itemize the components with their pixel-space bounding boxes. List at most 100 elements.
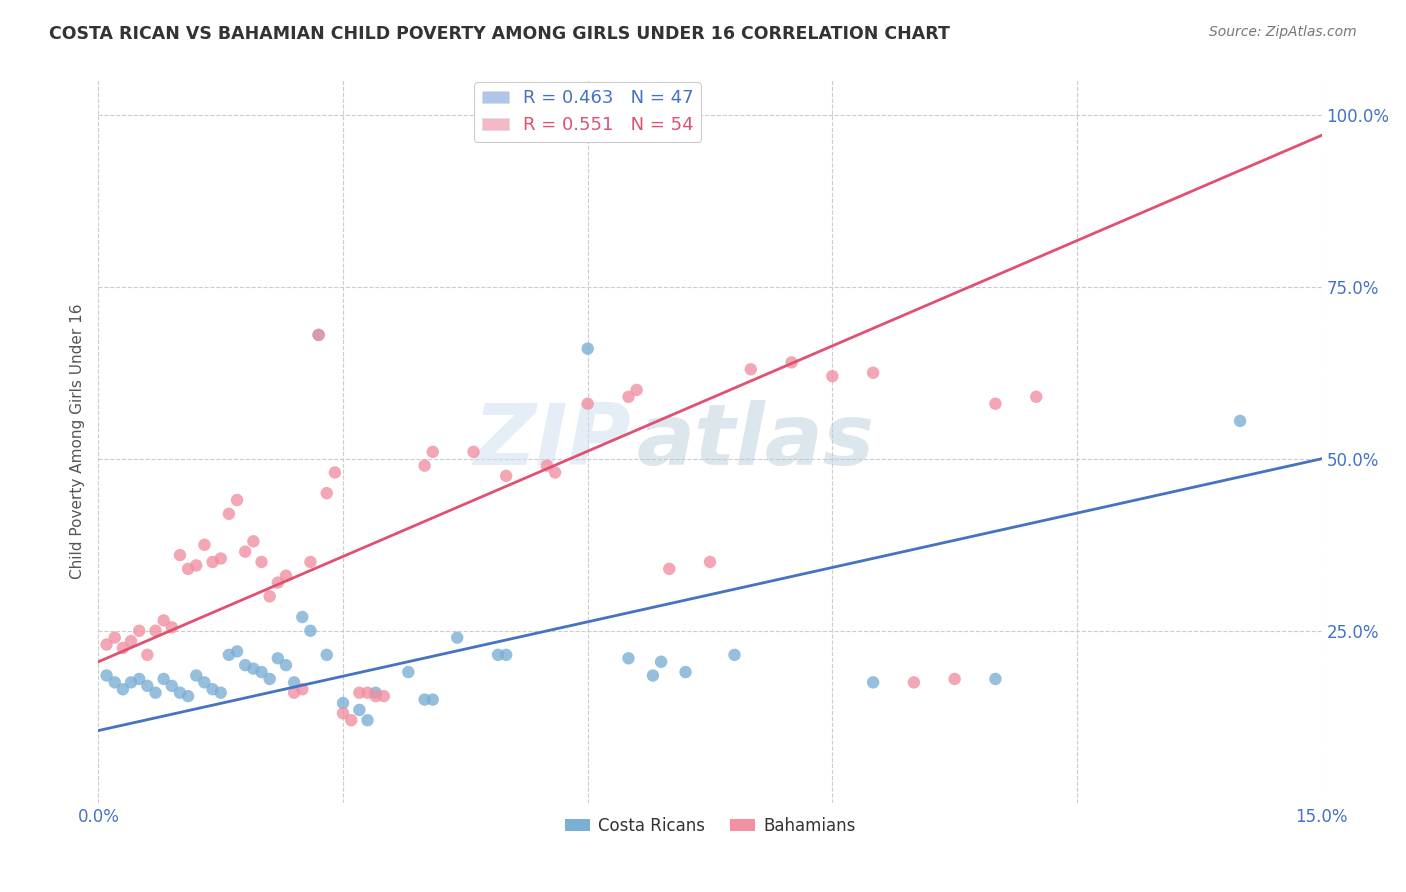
Point: [356, 686, 378, 700]
Legend: Costa Ricans, Bahamians: Costa Ricans, Bahamians: [558, 810, 862, 841]
Point: [576, 397, 599, 411]
Point: [617, 651, 640, 665]
Point: [291, 610, 314, 624]
Point: [111, 640, 134, 655]
Point: [658, 562, 681, 576]
Point: [111, 682, 134, 697]
Point: [136, 648, 159, 662]
Point: [740, 362, 762, 376]
Point: [495, 648, 517, 662]
Point: [233, 544, 256, 558]
Point: [186, 558, 208, 573]
Point: [536, 458, 558, 473]
Point: [160, 620, 183, 634]
Point: [308, 327, 330, 342]
Point: [463, 445, 485, 459]
Point: [862, 675, 884, 690]
Point: [723, 648, 745, 662]
Text: atlas: atlas: [637, 400, 875, 483]
Point: [250, 665, 273, 679]
Point: [226, 644, 249, 658]
Point: [486, 648, 509, 662]
Point: [413, 692, 436, 706]
Point: [349, 686, 371, 700]
Point: [943, 672, 966, 686]
Point: [96, 638, 118, 652]
Text: Source: ZipAtlas.com: Source: ZipAtlas.com: [1209, 25, 1357, 39]
Point: [233, 658, 256, 673]
Point: [373, 689, 395, 703]
Point: [291, 682, 314, 697]
Y-axis label: Child Poverty Among Girls Under 16: Child Poverty Among Girls Under 16: [69, 304, 84, 579]
Point: [120, 634, 142, 648]
Point: [259, 590, 281, 604]
Point: [201, 555, 224, 569]
Point: [274, 568, 297, 582]
Point: [446, 631, 468, 645]
Point: [495, 469, 517, 483]
Point: [308, 327, 330, 342]
Point: [145, 686, 167, 700]
Point: [209, 551, 232, 566]
Point: [128, 672, 150, 686]
Point: [984, 672, 1007, 686]
Point: [356, 713, 378, 727]
Point: [96, 668, 118, 682]
Point: [340, 713, 363, 727]
Point: [209, 686, 232, 700]
Point: [364, 686, 387, 700]
Point: [169, 548, 191, 562]
Point: [364, 689, 387, 703]
Point: [177, 689, 200, 703]
Point: [152, 614, 174, 628]
Point: [862, 366, 884, 380]
Point: [242, 534, 264, 549]
Point: [104, 631, 127, 645]
Point: [193, 675, 215, 690]
Point: [283, 675, 305, 690]
Point: [544, 466, 567, 480]
Point: [169, 686, 191, 700]
Point: [218, 507, 240, 521]
Point: [699, 555, 721, 569]
Point: [267, 575, 290, 590]
Point: [780, 355, 803, 369]
Point: [349, 703, 371, 717]
Point: [128, 624, 150, 638]
Point: [315, 648, 337, 662]
Point: [1025, 390, 1047, 404]
Point: [226, 493, 249, 508]
Point: [136, 679, 159, 693]
Point: [626, 383, 648, 397]
Point: [1229, 414, 1251, 428]
Point: [267, 651, 290, 665]
Point: [160, 679, 183, 693]
Point: [152, 672, 174, 686]
Point: [274, 658, 297, 673]
Text: ZIP: ZIP: [472, 400, 630, 483]
Point: [201, 682, 224, 697]
Point: [617, 390, 640, 404]
Point: [332, 706, 354, 721]
Point: [299, 555, 322, 569]
Point: [283, 686, 305, 700]
Point: [259, 672, 281, 686]
Point: [675, 665, 697, 679]
Point: [650, 655, 672, 669]
Point: [299, 624, 322, 638]
Point: [422, 445, 444, 459]
Point: [396, 665, 419, 679]
Point: [641, 668, 664, 682]
Point: [177, 562, 200, 576]
Point: [218, 648, 240, 662]
Point: [422, 692, 444, 706]
Point: [323, 466, 346, 480]
Point: [576, 342, 599, 356]
Point: [821, 369, 844, 384]
Point: [315, 486, 337, 500]
Point: [242, 662, 264, 676]
Point: [145, 624, 167, 638]
Point: [120, 675, 142, 690]
Point: [903, 675, 925, 690]
Point: [186, 668, 208, 682]
